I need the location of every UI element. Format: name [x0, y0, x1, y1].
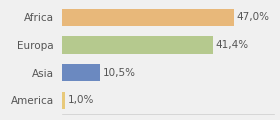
Text: 1,0%: 1,0%	[67, 95, 94, 105]
Bar	[62, 9, 234, 26]
Bar	[62, 36, 213, 54]
Text: 10,5%: 10,5%	[102, 68, 135, 78]
Bar	[62, 64, 100, 81]
Bar	[62, 92, 65, 109]
Text: 47,0%: 47,0%	[236, 12, 269, 22]
Text: 41,4%: 41,4%	[216, 40, 249, 50]
